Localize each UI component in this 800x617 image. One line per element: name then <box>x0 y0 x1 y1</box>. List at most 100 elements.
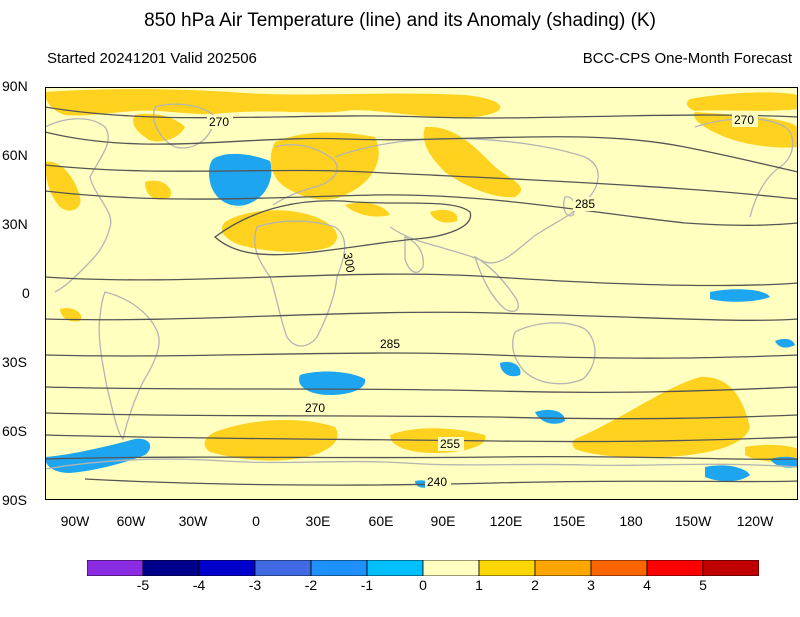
warm-anomaly-mideast <box>221 210 338 252</box>
colorbar-box <box>534 560 592 576</box>
colorbar-box <box>590 560 648 576</box>
lat-label-30s: 30S <box>2 354 27 370</box>
colorbar-label: -4 <box>192 577 206 593</box>
colorbar-box <box>646 560 704 576</box>
colorbar-label: 1 <box>475 577 483 593</box>
lon-label-150e: 150E <box>552 513 586 529</box>
run-info: Started 20241201 Valid 202506 <box>47 50 257 67</box>
cold-anomaly-antarctic-east <box>705 465 750 482</box>
colorbar-label: 5 <box>699 577 707 593</box>
cold-anomaly-indian-ocean <box>500 361 521 377</box>
contour-label: 240 <box>427 475 447 489</box>
lat-label-30n: 30N <box>2 216 28 232</box>
contour-line-nh-1 <box>45 106 798 119</box>
contour-labels: 270 270 285 300 285 270 255 240 <box>207 113 758 489</box>
colorbar-label: -1 <box>360 577 374 593</box>
contour-line-sh-1 <box>45 352 798 359</box>
coastline-southeast-asia <box>473 255 519 312</box>
cold-anomaly-east-pacific <box>710 289 770 302</box>
contour-label-bg <box>438 437 464 451</box>
contour-line-tropics-2 <box>45 311 798 321</box>
coastline-greenland <box>153 103 216 149</box>
contour-label-bg <box>573 197 599 211</box>
contour-line-sh-6 <box>84 478 798 486</box>
warm-anomaly-west-atlantic <box>45 161 81 211</box>
warm-anomaly-east-atlantic <box>60 308 82 322</box>
lon-label-30e: 30E <box>305 513 331 529</box>
colorbar-label: -5 <box>136 577 150 593</box>
contour-label-bg <box>378 337 404 351</box>
contour-line-sh-2 <box>45 386 798 393</box>
cold-anomaly-south-america-coast <box>775 338 795 348</box>
warm-anomaly-arctic-west <box>45 89 501 118</box>
warm-anomaly-central-asia <box>345 202 390 217</box>
colorbar-box <box>87 560 144 576</box>
colorbar-box <box>366 560 424 576</box>
warm-anomaly-siberia <box>423 126 522 198</box>
colorbar-box <box>254 560 312 576</box>
colorbar-label: 4 <box>643 577 651 593</box>
contour-line-sh-5 <box>45 455 798 461</box>
contour-line-sh-4 <box>45 434 798 443</box>
contour-line-sh-3 <box>45 412 798 420</box>
contour-label: 285 <box>380 337 400 351</box>
contour-label-bg <box>732 113 758 127</box>
contour-label: 285 <box>575 197 595 211</box>
contour-label: 270 <box>305 401 325 415</box>
figure-title: 850 hPa Air Temperature (line) and its A… <box>144 10 656 31</box>
warm-anomaly-arctic-east <box>686 92 798 111</box>
colorbar-box <box>478 560 536 576</box>
colorbar-box <box>702 560 759 576</box>
colorbar-box <box>310 560 368 576</box>
lat-label-60s: 60S <box>2 423 27 439</box>
contour-label: 300 <box>341 251 358 273</box>
cold-anomaly-southern-indian <box>535 409 565 424</box>
product-name: BCC-CPS One-Month Forecast <box>582 50 792 67</box>
colorbar <box>87 560 759 576</box>
lat-label-60n: 60N <box>2 147 28 163</box>
colorbar-box <box>142 560 200 576</box>
cold-anomaly-scandinavia <box>209 153 272 206</box>
map-frame <box>45 87 798 500</box>
coastline-india <box>404 236 424 273</box>
contour-label: 270 <box>734 113 754 127</box>
lon-label-30w: 30W <box>178 513 208 529</box>
map-panel: 270 270 285 300 285 270 255 240 <box>45 87 798 500</box>
lon-label-120w: 120W <box>736 513 774 529</box>
coastline-antarctica <box>45 458 798 470</box>
colorbar-label: 2 <box>531 577 539 593</box>
lon-label-180: 180 <box>619 513 643 529</box>
lat-label-eq: 0 <box>22 285 30 301</box>
lat-label-90n: 90N <box>2 78 28 94</box>
contour-label: 255 <box>440 437 460 451</box>
coastline-europe <box>272 143 338 206</box>
contour-label: 270 <box>209 115 229 129</box>
lon-label-60e: 60E <box>368 513 394 529</box>
contour-line-tropics-1 <box>45 273 798 287</box>
lat-label-90s: 90S <box>2 492 27 508</box>
warm-anomaly-tibet <box>430 209 458 223</box>
lon-label-90e: 90E <box>430 513 456 529</box>
colorbar-label: -3 <box>248 577 262 593</box>
lon-label-90w: 90W <box>60 513 90 529</box>
cold-anomaly-antarctic-west <box>45 438 151 473</box>
contour-line-nh-4 <box>45 190 798 226</box>
lon-label-0: 0 <box>252 513 260 529</box>
lon-label-150w: 150W <box>674 513 712 529</box>
lon-label-120e: 120E <box>489 513 523 529</box>
colorbar-label: 3 <box>587 577 595 593</box>
warm-anomaly-southern-ocean-pacific <box>572 376 750 458</box>
colorbar-label: -2 <box>304 577 318 593</box>
warm-anomaly-europe <box>270 132 379 200</box>
temperature-contours <box>45 106 798 486</box>
coastline-japan <box>563 196 576 217</box>
contour-line-nh-2 <box>45 131 798 173</box>
coastline-australia <box>512 322 596 385</box>
contour-label-bg <box>207 115 233 129</box>
warm-anomaly-north-atlantic <box>145 180 171 200</box>
contour-label-bg <box>425 475 451 489</box>
contour-line-subtropical <box>213 200 472 256</box>
warm-anomaly-southern-ocean-atlantic <box>204 420 338 461</box>
contour-label-bg <box>303 401 329 415</box>
colorbar-box <box>422 560 480 576</box>
